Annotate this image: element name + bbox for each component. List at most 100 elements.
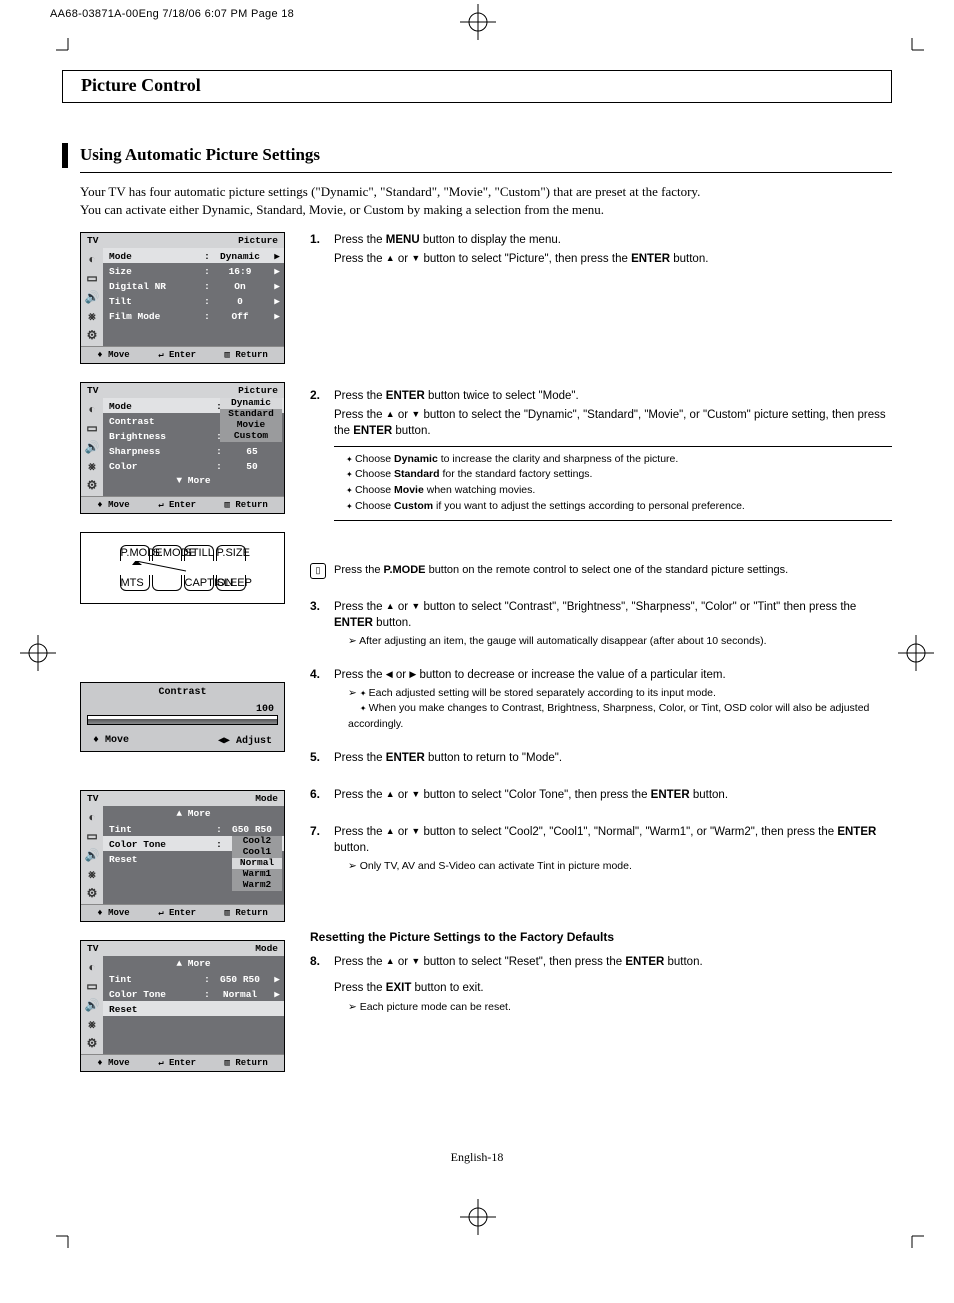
osd-row: Color Tone:Normal▶ [103, 986, 284, 1001]
osd-footer-enter: ↵ Enter [158, 908, 196, 918]
input-icon: ▭ [86, 422, 97, 434]
step-6: 6. Press the ▲ or ▼ button to select "Co… [310, 787, 892, 806]
picture-icon: ◐ [88, 811, 95, 823]
sound-icon: 🔊 [85, 999, 100, 1011]
osd-row-empty [103, 323, 284, 338]
step-number: 2. [310, 388, 324, 520]
osd-row-empty [103, 1016, 284, 1031]
remote-diagram: P.MODE S.MODE STILL P.SIZE MTS CAPTION S… [80, 532, 285, 604]
step-number: 7. [310, 824, 324, 874]
sound-icon: 🔊 [85, 441, 100, 453]
channel-icon: ⨳ [88, 868, 95, 880]
osd-title-left: TV [87, 793, 98, 804]
remote-button: SLEEP [216, 575, 246, 591]
osd-title-left: TV [87, 943, 98, 954]
step-number: 3. [310, 599, 324, 649]
sound-icon: 🔊 [85, 849, 100, 861]
osd-footer-enter: ↵ Enter [158, 1058, 196, 1068]
osd-footer-return: ▥ Return [225, 500, 268, 510]
osd-footer-enter: ↵ Enter [158, 350, 196, 360]
crop-corner-icon [56, 38, 74, 59]
step-number: 8. [310, 954, 324, 1014]
remote-button: MTS [120, 575, 150, 591]
osd-title-left: TV [87, 385, 98, 396]
step-2: 2. Press the ENTER button twice to selec… [310, 388, 892, 520]
intro-line: Your TV has four automatic picture setti… [80, 183, 892, 201]
remote-button: STILL [184, 545, 214, 561]
crop-corner-icon [906, 38, 924, 59]
subsection-bar [62, 143, 68, 168]
divider [80, 172, 892, 173]
osd-dropdown: Dynamic Standard Movie Custom [220, 398, 282, 442]
osd-screenshot-picture: TV Picture ◐ ▭ 🔊 ⨳ ⚙ Mode:Dynamic▶ Size:… [80, 232, 285, 364]
setup-icon: ⚙ [87, 329, 98, 341]
gauge-title: Contrast [87, 687, 278, 698]
registration-mark-icon [20, 635, 56, 671]
remote-note-icon: ▯ [310, 563, 326, 579]
sound-icon: 🔊 [85, 291, 100, 303]
osd-more: ▲ More [103, 806, 284, 821]
osd-row: Sharpness:65 [103, 443, 284, 458]
osd-title-right: Mode [255, 943, 278, 954]
input-icon: ▭ [86, 980, 97, 992]
step-3: 3. Press the ▲ or ▼ button to select "Co… [310, 599, 892, 649]
osd-row: Mode:Dynamic▶ [103, 248, 284, 263]
setup-icon: ⚙ [87, 1037, 98, 1049]
setup-icon: ⚙ [87, 887, 98, 899]
osd-footer-return: ▥ Return [225, 908, 268, 918]
section-title-box: Picture Control [62, 70, 892, 103]
osd-screenshot-reset: TV Mode ◐ ▭ 🔊 ⨳ ⚙ ▲ More Tint:G50 R50▶ C… [80, 940, 285, 1072]
osd-title-right: Picture [238, 385, 278, 396]
osd-footer-move: ♦ Move [97, 350, 129, 360]
gauge-footer-adjust: ◀▶ Adjust [218, 735, 272, 747]
osd-title-right: Mode [255, 793, 278, 804]
step-4: 4. Press the ◀ or ▶ button to decrease o… [310, 667, 892, 732]
osd-row: Digital NR:On▶ [103, 278, 284, 293]
osd-row: Tilt:0▶ [103, 293, 284, 308]
osd-footer-return: ▥ Return [225, 1058, 268, 1068]
channel-icon: ⨳ [88, 460, 95, 472]
input-icon: ▭ [86, 830, 97, 842]
osd-more: ▼ More [103, 473, 284, 488]
osd-footer-move: ♦ Move [97, 1058, 129, 1068]
step-number: 1. [310, 232, 324, 270]
crop-corner-icon [906, 1230, 924, 1251]
contrast-gauge: Contrast 100 ♦ Move ◀▶ Adjust [80, 682, 285, 752]
osd-footer-move: ♦ Move [97, 500, 129, 510]
osd-row: Reset [103, 1001, 284, 1016]
gauge-bar [87, 715, 278, 725]
picture-icon: ◐ [88, 403, 95, 415]
remote-button: P.SIZE [216, 545, 246, 561]
osd-title-right: Picture [238, 235, 278, 246]
osd-dropdown: Cool2 Cool1 Normal Warm1 Warm2 [232, 836, 282, 891]
step-8: 8. Press the ▲ or ▼ button to select "Re… [310, 954, 892, 1014]
osd-footer-move: ♦ Move [97, 908, 129, 918]
osd-row: Film Mode:Off▶ [103, 308, 284, 323]
registration-mark-icon [460, 4, 496, 40]
arrow-icon [118, 561, 248, 575]
osd-row: Tint:G50 R50▶ [103, 971, 284, 986]
gauge-footer-move: ♦ Move [93, 735, 129, 747]
osd-screenshot-mode-dropdown: TV Picture ◐ ▭ 🔊 ⨳ ⚙ Mode: Contrast Brig… [80, 382, 285, 514]
step-1: 1. Press the MENU button to display the … [310, 232, 892, 270]
picture-icon: ◐ [88, 253, 95, 265]
step-number: 5. [310, 750, 324, 769]
step-7: 7. Press the ▲ or ▼ button to select "Co… [310, 824, 892, 874]
picture-icon: ◐ [88, 961, 95, 973]
step-number: 6. [310, 787, 324, 806]
subsection-title: Using Automatic Picture Settings [80, 143, 320, 168]
input-icon: ▭ [86, 272, 97, 284]
intro-text: Your TV has four automatic picture setti… [80, 183, 892, 218]
osd-row: Color:50 [103, 458, 284, 473]
page-number: English-18 [62, 1150, 892, 1165]
channel-icon: ⨳ [88, 310, 95, 322]
channel-icon: ⨳ [88, 1018, 95, 1030]
registration-mark-icon [898, 635, 934, 671]
osd-footer-return: ▥ Return [225, 350, 268, 360]
osd-screenshot-colortone-dropdown: TV Mode ◐ ▭ 🔊 ⨳ ⚙ ▲ More Tint:G50 R50 Co… [80, 790, 285, 922]
setup-icon: ⚙ [87, 479, 98, 491]
remote-button: P.MODE [120, 545, 150, 561]
osd-title-left: TV [87, 235, 98, 246]
gauge-value: 100 [87, 704, 278, 715]
osd-more: ▲ More [103, 956, 284, 971]
